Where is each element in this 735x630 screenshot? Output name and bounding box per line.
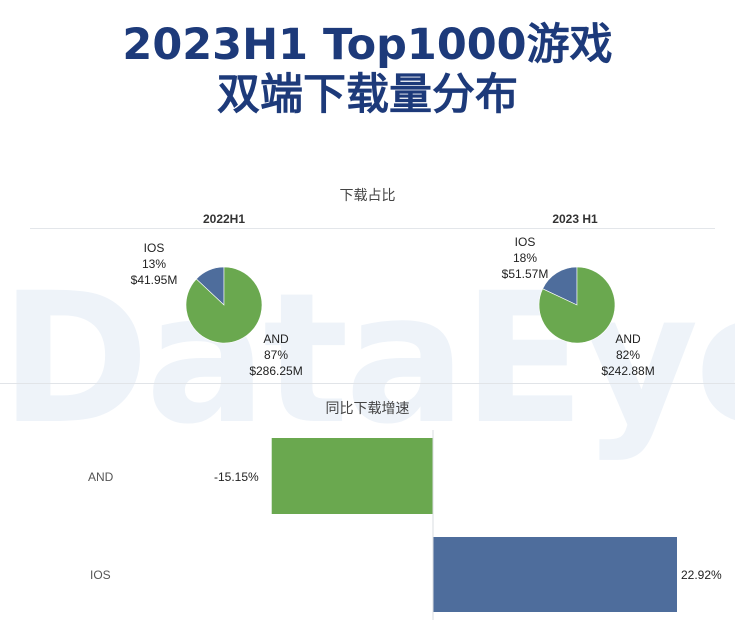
pie-2023-header: 2023 H1 xyxy=(552,212,598,226)
page-title: 2023H1 Top1000游戏 双端下载量分布 xyxy=(0,20,735,120)
bar-value-ios: 22.92% xyxy=(681,568,722,582)
title-line-1: 2023H1 Top1000游戏 xyxy=(122,20,613,70)
bar-chart-title: 同比下载增速 xyxy=(325,400,410,416)
divider-top xyxy=(30,228,715,229)
pie-2022-ios-label: IOS 13% $41.95M xyxy=(104,240,204,288)
pie-2022-and-label: AND 87% $286.25M xyxy=(226,331,326,379)
pie-2022-and-percent: 87% xyxy=(263,348,289,362)
pie-2022-and-name: AND xyxy=(263,332,289,346)
pie-2023-and-percent: 82% xyxy=(615,348,641,362)
pie-2023-ios-percent: 18% xyxy=(512,251,538,265)
pie-1-slice-ios xyxy=(542,266,578,306)
pie-2023-and-label: AND 82% $242.88M xyxy=(578,331,678,379)
pie-2022-header: 2022H1 xyxy=(202,212,246,226)
pie-2022-ios-percent: 13% xyxy=(141,257,167,271)
pie-2022-ios-name: IOS xyxy=(143,241,165,255)
bar-ios xyxy=(433,537,677,612)
pie-2022-ios-value: $41.95M xyxy=(130,273,178,287)
bar-category-ios: IOS xyxy=(90,568,111,582)
title-line-2: 双端下载量分布 xyxy=(217,70,518,120)
pie-1-slice-and xyxy=(538,266,616,344)
bar-category-and: AND xyxy=(88,470,114,484)
divider-middle xyxy=(0,383,735,384)
pie-2023-ios-label: IOS 18% $51.57M xyxy=(475,234,575,282)
pie-2023-ios-value: $51.57M xyxy=(501,267,549,281)
pie-2023-and-name: AND xyxy=(615,332,641,346)
pie-0-slice-and xyxy=(185,266,263,344)
bar-value-and: -15.15% xyxy=(214,470,259,484)
pie-2023-ios-name: IOS xyxy=(514,235,536,249)
pie-2022-and-value: $286.25M xyxy=(249,364,303,378)
bar-and xyxy=(271,438,433,514)
pie-chart-title: 下载占比 xyxy=(339,187,396,203)
pie-2023-and-value: $242.88M xyxy=(601,364,655,378)
